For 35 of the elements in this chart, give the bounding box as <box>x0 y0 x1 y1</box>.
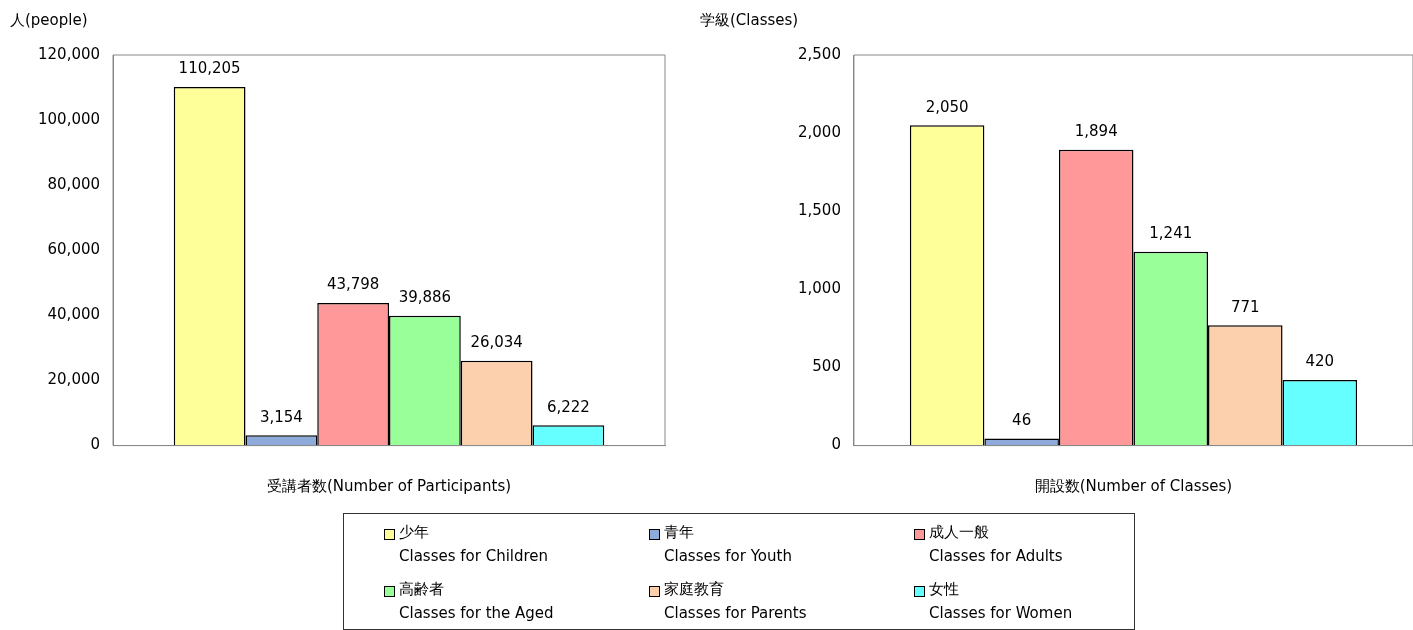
x-axis-title: 受講者数(Number of Participants) <box>266 476 512 495</box>
data-label: 420 <box>1305 352 1335 371</box>
legend-label: 成人一般 Classes for Adults <box>929 522 1063 567</box>
y-tick-label: 0 <box>831 435 841 454</box>
y-tick-label: 60,000 <box>47 240 101 259</box>
legend-label: 青年 Classes for Youth <box>664 522 792 567</box>
y-tick-label: 120,000 <box>38 44 101 63</box>
data-label: 3,154 <box>259 407 303 426</box>
y-tick-label: 0 <box>90 435 101 454</box>
legend-label: 少年 Classes for Children <box>399 522 549 567</box>
y-axis-title: 人(people) <box>10 11 88 30</box>
data-label: 43,798 <box>326 275 380 294</box>
y-tick-label: 20,000 <box>47 370 101 389</box>
data-label: 1,894 <box>1074 122 1118 141</box>
y-tick-label: 2,500 <box>797 44 841 63</box>
y-tick-label: 1,000 <box>797 279 841 298</box>
y-tick-label: 1,500 <box>797 201 841 220</box>
data-label: 110,205 <box>178 59 241 78</box>
y-tick-label: 2,000 <box>797 123 841 142</box>
legend-label: 女性 Classes for Women <box>929 578 1073 624</box>
legend-label: 高齢者 Classes for the Aged <box>399 578 554 624</box>
x-axis-title: 開設数(Number of Classes) <box>1034 476 1233 495</box>
y-tick-label: 100,000 <box>38 109 101 128</box>
y-tick-label: 80,000 <box>47 175 101 194</box>
legend-label: 家庭教育 Classes for Parents <box>664 578 807 624</box>
data-label: 2,050 <box>925 97 969 116</box>
y-axis-title: 学級(Classes) <box>700 11 799 30</box>
data-label: 26,034 <box>470 333 523 352</box>
data-label: 771 <box>1230 297 1260 316</box>
data-label: 1,241 <box>1149 224 1193 243</box>
data-label: 46 <box>1012 410 1032 429</box>
data-label: 39,886 <box>398 288 452 307</box>
y-tick-label: 500 <box>812 357 841 376</box>
data-label: 6,222 <box>546 397 590 416</box>
y-tick-label: 40,000 <box>47 305 101 324</box>
